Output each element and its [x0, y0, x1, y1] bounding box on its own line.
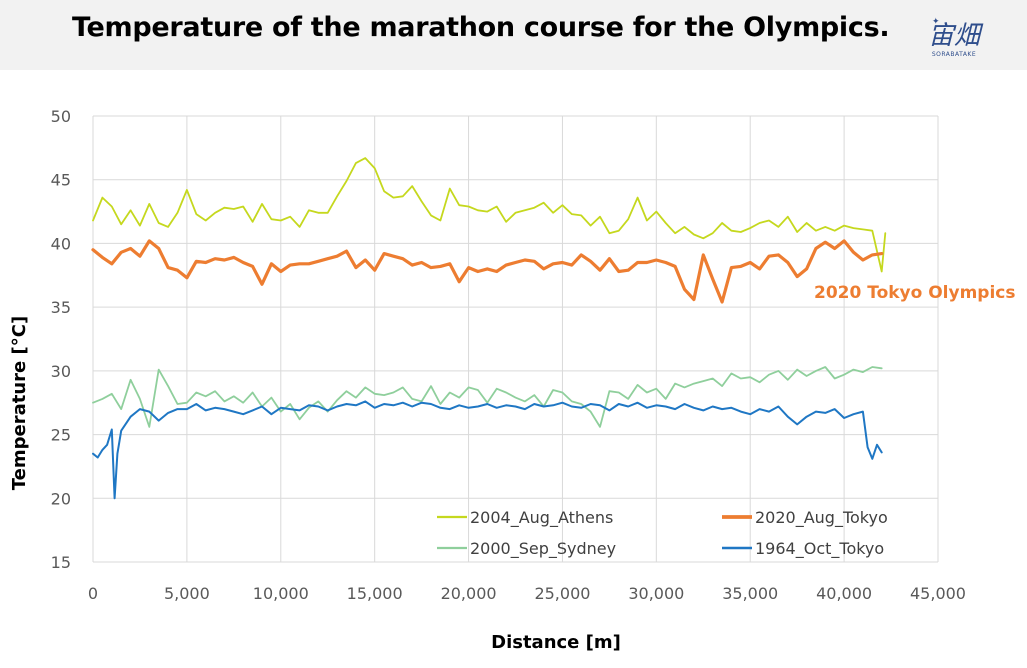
- y-tick-label: 35: [51, 298, 71, 317]
- legend: 2004_Aug_Athens 2020_Aug_Tokyo 2000_Sep_Sy…: [437, 508, 888, 559]
- series-line-2000-sep-sydney: [92, 366, 883, 428]
- y-tick-label: 20: [51, 489, 71, 508]
- y-tick-label: 50: [51, 107, 71, 126]
- y-tick-label: 40: [51, 234, 71, 253]
- logo-sparkle-icon: ✦: [932, 17, 940, 27]
- logo-text: 宙畑: [928, 21, 984, 51]
- x-tick-label: 5,000: [164, 584, 210, 603]
- x-tick-label: 35,000: [722, 584, 778, 603]
- sorabatake-logo: 宙畑 SORABATAKE ✦: [928, 17, 984, 58]
- y-tick-label: 30: [51, 362, 71, 381]
- y-axis-title: Temperature [°C]: [9, 316, 30, 490]
- legend-label: 2020_Aug_Tokyo: [755, 508, 888, 528]
- x-tick-label: 15,000: [347, 584, 403, 603]
- x-tick-labels: 0 5,000 10,000 15,000 20,000 25,000 30,000 35,0…: [88, 584, 966, 603]
- x-tick-label: 25,000: [534, 584, 590, 603]
- x-tick-label: 10,000: [253, 584, 309, 603]
- chart-title: Temperature of the marathon course for t…: [72, 12, 890, 43]
- legend-label: 2004_Aug_Athens: [470, 508, 613, 528]
- x-tick-label: 30,000: [628, 584, 684, 603]
- x-tick-label: 45,000: [910, 584, 966, 603]
- y-tick-label: 45: [51, 171, 71, 190]
- legend-label: 2000_Sep_Sydney: [470, 539, 616, 559]
- series-line-2020-aug-tokyo: [91, 239, 884, 304]
- series-line-2004-aug-athens: [92, 157, 887, 273]
- x-tick-label: 40,000: [816, 584, 872, 603]
- logo-subtext: SORABATAKE: [932, 51, 976, 58]
- x-tick-label: 20,000: [441, 584, 497, 603]
- legend-label: 1964_Oct_Tokyo: [755, 539, 884, 559]
- line-chart: 15 20 25 30 35 40 45 50 0 5,000 10,000 15,000 20,00…: [9, 107, 1016, 653]
- series-lines: [91, 157, 887, 500]
- x-axis-title: Distance [m]: [491, 632, 621, 653]
- header-bar: Temperature of the marathon course for t…: [0, 0, 1027, 70]
- x-tick-label: 0: [88, 584, 98, 603]
- y-tick-label: 15: [51, 553, 71, 572]
- gridlines: [92, 115, 939, 563]
- y-tick-label: 25: [51, 426, 71, 445]
- y-tick-labels: 15 20 25 30 35 40 45 50: [51, 107, 71, 572]
- series-line-1964-oct-tokyo: [92, 400, 883, 500]
- annotation-2020-tokyo: 2020 Tokyo Olympics: [814, 283, 1016, 303]
